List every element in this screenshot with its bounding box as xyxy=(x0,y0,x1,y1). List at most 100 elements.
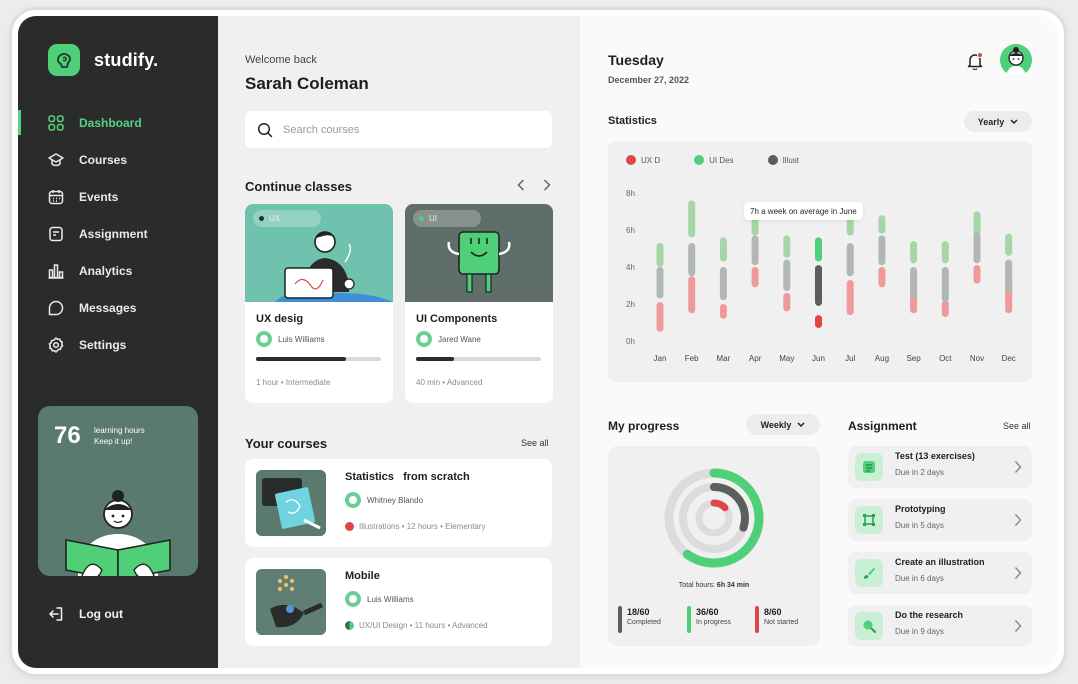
sidebar-item-dashboard[interactable]: Dashboard xyxy=(18,104,218,141)
stat-label: Not started xyxy=(764,619,799,626)
assignment-item[interactable]: Prototyping Due in 5 days xyxy=(848,499,1032,541)
x-tick-label: Mar xyxy=(717,354,731,363)
statistics-period-dropdown[interactable]: Yearly xyxy=(964,111,1032,132)
class-author: Luis Williams xyxy=(256,331,325,347)
category-dot xyxy=(345,621,354,630)
sidebar-item-label: Messages xyxy=(79,300,137,315)
sidebar-item-analytics[interactable]: Analytics xyxy=(18,252,218,289)
chevron-left-icon[interactable] xyxy=(514,178,528,192)
ring-arc-not-started xyxy=(695,499,733,537)
sidebar-item-assignment[interactable]: Assignment xyxy=(18,215,218,252)
author-name: Luis Williams xyxy=(367,594,414,604)
brand-logo[interactable]: studify. xyxy=(48,44,158,76)
course-card-mobile[interactable]: Mobile Luis Williams UX/UI Design • 11 h… xyxy=(245,558,552,646)
carousel-controls xyxy=(514,178,554,192)
search-icon xyxy=(257,122,273,137)
ring-arc-completed xyxy=(679,483,749,553)
chart-bar xyxy=(878,267,886,288)
class-tag: UX xyxy=(253,210,321,227)
gear-icon xyxy=(48,336,64,353)
y-tick-label: 0h xyxy=(626,337,635,346)
stat-label: Completed xyxy=(627,619,661,626)
welcome-text: Welcome back xyxy=(245,54,317,66)
sidebar-item-courses[interactable]: Courses xyxy=(18,141,218,178)
chart-bar xyxy=(878,235,886,266)
legend-label: UX D xyxy=(641,155,661,165)
chart-tooltip: 7h a week on average in June xyxy=(744,202,863,220)
assignment-name: Create an illustration xyxy=(895,557,985,567)
courses-see-all-link[interactable]: See all xyxy=(521,438,549,448)
assignment-due: Due in 5 days xyxy=(895,521,944,530)
my-progress-title: My progress xyxy=(608,419,680,433)
class-card-ux[interactable]: UX UX desig Luis Williams 1 hour • Inter… xyxy=(245,204,393,403)
x-tick-label: Aug xyxy=(875,354,889,363)
sidebar-item-label: Analytics xyxy=(79,263,133,278)
chevron-right-icon xyxy=(1014,514,1022,526)
assignment-due: Due in 6 days xyxy=(895,574,944,583)
search-input[interactable] xyxy=(283,123,543,136)
chevron-right-icon[interactable] xyxy=(540,178,554,192)
chart-bar xyxy=(751,235,759,266)
progress-period-dropdown[interactable]: Weekly xyxy=(746,414,820,435)
avatar xyxy=(345,591,361,607)
assignment-item[interactable]: Create an illustration Due in 6 days xyxy=(848,552,1032,594)
chevron-right-icon xyxy=(1014,461,1022,473)
chart-bar xyxy=(688,276,696,314)
chart-bar xyxy=(973,211,981,236)
user-avatar[interactable] xyxy=(1000,44,1032,76)
chart-bar xyxy=(941,267,949,303)
course-meta-text: Illustrations • 12 hours • Elementary xyxy=(359,522,486,531)
chart-bar xyxy=(815,315,822,329)
assignment-item[interactable]: Do the research Due in 9 days xyxy=(848,605,1032,647)
chart-bar xyxy=(783,259,791,292)
course-card-statistics[interactable]: Statistics from scratch Whitney Blando I… xyxy=(245,459,552,547)
assignment-item[interactable]: Test (13 exercises) Due in 2 days xyxy=(848,446,1032,488)
app-window: studify. Dashboard Courses Events Assign… xyxy=(18,16,1058,668)
chart-bar xyxy=(751,267,759,288)
sidebar-item-messages[interactable]: Messages xyxy=(18,289,218,326)
bar-chart-icon xyxy=(48,263,64,279)
y-tick-label: 8h xyxy=(626,189,635,198)
chevron-down-icon xyxy=(1010,118,1018,124)
chart-bar xyxy=(910,241,918,264)
sidebar-item-label: Dashboard xyxy=(79,115,142,130)
legend-label: UI Des xyxy=(709,155,734,165)
assignment-title: Assignment xyxy=(848,419,917,433)
sidebar-item-label: Assignment xyxy=(79,226,148,241)
sidebar-item-settings[interactable]: Settings xyxy=(18,326,218,363)
class-title: UI Components xyxy=(416,313,498,325)
legend-item-ui: UI Des xyxy=(694,155,734,165)
learning-hours-caption: learning hours Keep it up! xyxy=(94,425,145,447)
avatar xyxy=(416,331,432,347)
x-tick-label: Sep xyxy=(906,354,921,363)
course-meta: Illustrations • 12 hours • Elementary xyxy=(345,522,486,531)
course-title: Statistics from scratch xyxy=(345,471,470,483)
right-panel: Tuesday December 27, 2022 Statistics Yea… xyxy=(580,16,1058,668)
logout-button[interactable]: Log out xyxy=(48,606,123,622)
calendar-icon xyxy=(48,189,64,205)
category-dot xyxy=(345,522,354,531)
search-bar xyxy=(245,111,552,148)
y-tick-label: 4h xyxy=(626,263,635,272)
chart-bar xyxy=(973,231,981,264)
chart-bar xyxy=(846,279,854,316)
sidebar-item-events[interactable]: Events xyxy=(18,178,218,215)
class-author: Jared Wane xyxy=(416,331,481,347)
continue-classes-title: Continue classes xyxy=(245,179,352,194)
class-card-ui[interactable]: UI UI Components Jared Wane 40 min • Adv… xyxy=(405,204,553,403)
chat-icon xyxy=(48,300,64,316)
brain-icon xyxy=(48,44,80,76)
total-hours-value: 6h 34 min xyxy=(716,582,750,589)
legend-label: Illust xyxy=(782,155,800,165)
list-icon xyxy=(855,453,883,481)
chart-bar xyxy=(656,242,664,267)
assignment-see-all-link[interactable]: See all xyxy=(1003,421,1031,431)
course-thumbnail xyxy=(256,470,326,536)
notifications-button[interactable] xyxy=(967,52,983,71)
graduation-cap-icon xyxy=(48,152,64,168)
period-label: Weekly xyxy=(760,419,792,430)
course-author: Luis Williams xyxy=(345,591,414,607)
progress-rings xyxy=(664,468,764,568)
notification-badge xyxy=(977,52,983,58)
class-meta: 1 hour • Intermediate xyxy=(256,378,331,387)
